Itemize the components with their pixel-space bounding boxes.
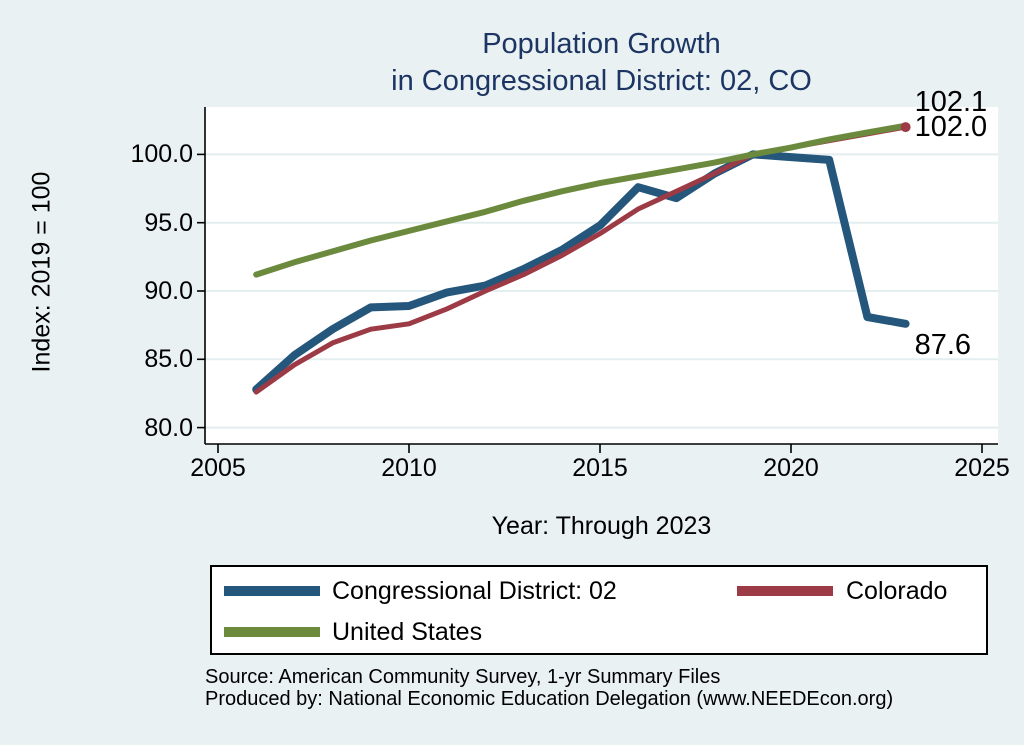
produced-by-line: Produced by: National Economic Education…	[205, 688, 894, 710]
end-value-label-colorado: 102.0	[914, 111, 988, 144]
legend-label-united-states: United States	[332, 618, 483, 646]
legend-label-congressional-district-02: Congressional District: 02	[332, 577, 617, 605]
chart-title-line2: in Congressional District: 02, CO	[391, 65, 812, 97]
legend-swatch-colorado	[737, 586, 833, 596]
chart-title: Population Growth in Congressional Distr…	[205, 26, 998, 100]
end-value-label-united-states: 102.1	[914, 85, 988, 118]
x-tick-label-2025: 2025	[954, 454, 1010, 482]
plot-region	[205, 107, 998, 444]
y-tick-label-85.0: 85.0	[144, 345, 193, 374]
legend-swatch-congressional-district-02	[224, 586, 320, 596]
series-line-united-states	[253, 122, 909, 278]
source-note: Source: American Community Survey, 1-yr …	[205, 666, 893, 710]
x-axis-title: Year: Through 2023	[491, 512, 712, 540]
x-tick-label-2005: 2005	[190, 454, 246, 482]
legend: Congressional District: 02 Colorado Unit…	[210, 565, 988, 655]
y-tick-label-100.0: 100.0	[130, 140, 193, 169]
source-line: Source: American Community Survey, 1-yr …	[205, 666, 721, 688]
y-tick-label-80.0: 80.0	[144, 413, 193, 442]
x-tick-label-2015: 2015	[572, 454, 628, 482]
legend-swatch-united-states	[224, 627, 320, 637]
y-tick-label-90.0: 90.0	[144, 277, 193, 305]
legend-label-colorado: Colorado	[846, 577, 948, 605]
y-axis-title: Index: 2019 = 100	[27, 171, 56, 373]
series-end-marker-colorado	[900, 122, 911, 133]
series-line-congressional-district-02	[252, 150, 910, 394]
x-tick-label-2010: 2010	[381, 454, 437, 482]
end-value-label-congressional-district-02: 87.6	[914, 328, 972, 361]
y-tick-label-95.0: 95.0	[144, 208, 193, 237]
chart-title-line1: Population Growth	[482, 28, 721, 60]
x-tick-label-2020: 2020	[763, 454, 819, 482]
